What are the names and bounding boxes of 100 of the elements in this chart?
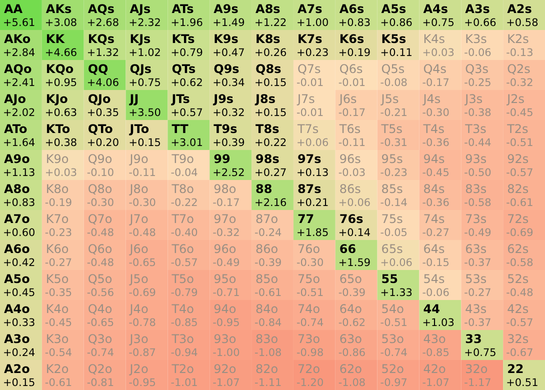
- annotation: AJs: [130, 2, 151, 16]
- data-label: -0.57: [170, 257, 198, 269]
- data-label: -0.86: [338, 347, 366, 359]
- annotation: T7o: [170, 212, 194, 226]
- data-label: +0.20: [86, 137, 120, 149]
- annotation: 63o: [339, 332, 362, 346]
- data-label: -0.45: [506, 107, 534, 119]
- annotation: 92s: [507, 152, 529, 166]
- annotation: 73o: [297, 332, 320, 346]
- annotation: 42s: [507, 302, 529, 316]
- data-label: -0.32: [506, 77, 534, 89]
- data-label: +2.02: [3, 107, 36, 119]
- data-label: -0.58: [506, 257, 534, 269]
- annotation: A6s: [339, 2, 364, 16]
- data-label: -0.11: [338, 137, 366, 149]
- data-label: -0.51: [506, 137, 534, 149]
- annotation: 92o: [214, 362, 236, 376]
- data-label: -0.98: [296, 347, 324, 359]
- annotation: T2o: [170, 362, 194, 376]
- data-label: -0.57: [506, 317, 534, 329]
- annotation: 65s: [381, 242, 403, 256]
- annotation: 87s: [297, 182, 322, 196]
- data-label: -0.08: [380, 77, 408, 89]
- annotation: Q8s: [256, 62, 282, 76]
- annotation: 43s: [465, 302, 487, 316]
- annotation: 75o: [297, 272, 320, 286]
- data-label: +2.52: [212, 167, 245, 179]
- data-label: +1.13: [3, 167, 36, 179]
- annotation: 55: [381, 272, 398, 286]
- data-label: -0.95: [128, 377, 156, 389]
- annotation: JTo: [128, 122, 150, 136]
- data-label: -0.38: [464, 107, 492, 119]
- annotation: K9s: [214, 32, 238, 46]
- data-label: -0.17: [422, 77, 450, 89]
- annotation: 86o: [256, 242, 278, 256]
- data-label: -0.27: [464, 287, 492, 299]
- annotation: AQs: [88, 2, 114, 16]
- annotation: T9s: [214, 122, 238, 136]
- data-label: -0.49: [212, 257, 240, 269]
- data-label: -0.74: [296, 317, 324, 329]
- annotation: Q3o: [88, 332, 112, 346]
- data-label: -0.65: [86, 317, 114, 329]
- data-label: -0.27: [44, 257, 72, 269]
- annotation: T4o: [170, 302, 194, 316]
- annotation: 94s: [423, 152, 445, 166]
- data-label: -0.39: [338, 287, 366, 299]
- annotation: AJo: [4, 92, 26, 106]
- data-label: -0.81: [86, 377, 114, 389]
- annotation: 54s: [423, 272, 445, 286]
- annotation: QTo: [88, 122, 113, 136]
- data-label: +0.57: [170, 107, 203, 119]
- annotation: 52o: [381, 362, 404, 376]
- annotation: K7o: [46, 212, 69, 226]
- annotation: T6o: [170, 242, 194, 256]
- data-label: +0.15: [254, 107, 287, 119]
- data-label: +2.68: [86, 17, 120, 29]
- annotation: QJo: [88, 92, 111, 106]
- data-label: -0.85: [170, 317, 198, 329]
- data-label: -1.00: [212, 347, 240, 359]
- annotation: K8s: [256, 32, 280, 46]
- data-label: +0.15: [254, 77, 287, 89]
- data-label: -0.62: [338, 317, 366, 329]
- annotation: 32o: [465, 362, 488, 376]
- data-label: -0.01: [296, 107, 324, 119]
- data-label: +0.60: [3, 227, 36, 239]
- annotation: 95o: [214, 272, 236, 286]
- annotation: 64s: [423, 242, 445, 256]
- data-label: +0.38: [44, 137, 78, 149]
- data-label: -0.44: [464, 137, 492, 149]
- data-label: -0.05: [380, 227, 408, 239]
- data-label: +0.19: [338, 47, 371, 59]
- data-label: -0.30: [422, 107, 450, 119]
- annotation: 54o: [381, 302, 404, 316]
- annotation: J9s: [212, 92, 234, 106]
- data-label: +0.83: [338, 17, 371, 29]
- data-label: -0.45: [44, 317, 72, 329]
- annotation: T9o: [170, 152, 194, 166]
- data-label: +0.63: [44, 107, 78, 119]
- data-label: +0.75: [464, 347, 496, 359]
- annotation: Q5o: [88, 272, 112, 286]
- data-label: +1.22: [254, 17, 287, 29]
- annotation: 65o: [339, 272, 362, 286]
- annotation: ATs: [172, 2, 194, 16]
- data-label: -0.79: [170, 287, 198, 299]
- annotation: 72s: [507, 212, 529, 226]
- data-label: -0.31: [380, 137, 408, 149]
- data-label: +0.33: [3, 317, 36, 329]
- data-label: -0.23: [44, 227, 72, 239]
- data-label: +0.39: [212, 137, 245, 149]
- annotation: KTo: [46, 122, 70, 136]
- data-label: -0.51: [380, 317, 408, 329]
- annotation: Q6s: [339, 62, 363, 76]
- data-label: +1.64: [3, 137, 36, 149]
- data-label: -0.48: [86, 227, 114, 239]
- data-label: +3.50: [128, 107, 161, 119]
- data-label: -0.37: [464, 317, 492, 329]
- annotation: 93o: [214, 332, 236, 346]
- data-label: -0.50: [464, 167, 492, 179]
- annotation: 82s: [507, 182, 529, 196]
- data-label: +0.13: [296, 167, 329, 179]
